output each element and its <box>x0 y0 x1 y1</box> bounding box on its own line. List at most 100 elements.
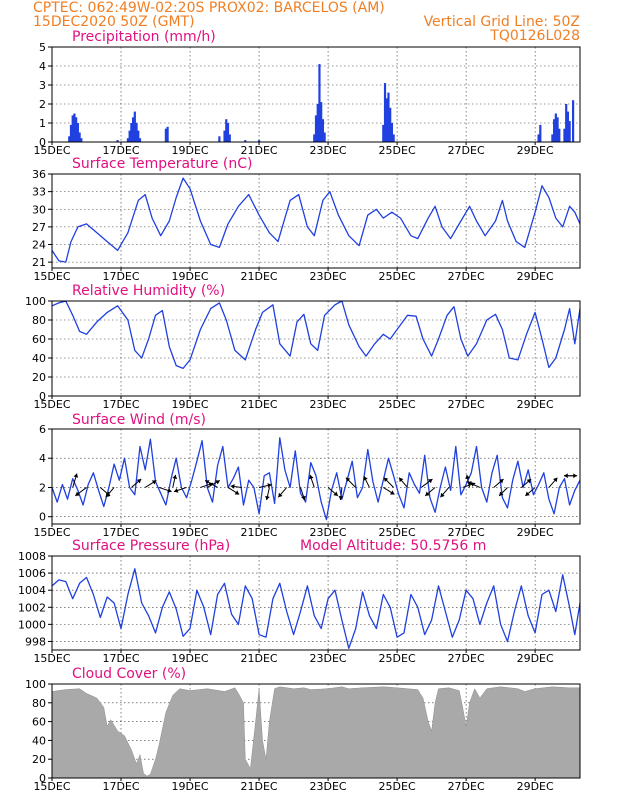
precipitation-title: Precipitation (mm/h) <box>72 29 216 45</box>
precip-bar <box>313 134 316 142</box>
x-tick-label: 19DEC <box>171 270 208 283</box>
precip-bar <box>382 124 385 142</box>
precip-bar <box>226 123 230 142</box>
x-tick-label: 27DEC <box>448 398 485 411</box>
wind-vector <box>363 476 370 488</box>
precip-bar <box>135 123 138 142</box>
wind-vector-head <box>383 477 389 483</box>
wind-vector-head <box>167 488 172 493</box>
wind-vector-head <box>267 483 272 488</box>
wind-vector-head <box>173 488 179 493</box>
precip-bar <box>137 130 140 142</box>
x-tick-label: 23DEC <box>310 144 347 157</box>
wind-vector-head <box>553 477 558 483</box>
precip-bar <box>80 138 83 142</box>
wind-vector <box>227 487 240 495</box>
temperature-title: Surface Temperature (nC) <box>72 156 253 172</box>
wind-vector-head <box>278 492 283 498</box>
precip-bar <box>392 134 395 142</box>
wind-vector <box>521 478 532 488</box>
y-tick-label: 1 <box>39 117 46 130</box>
pres-plot-frame <box>51 555 581 651</box>
y-tick-label: 0 <box>39 772 46 785</box>
y-tick-label: 6 <box>39 423 46 436</box>
wind-vector <box>383 477 395 488</box>
x-tick-label: 17DEC <box>102 398 139 411</box>
precip-bar <box>69 124 73 142</box>
x-tick-label: 21DEC <box>241 780 278 793</box>
precip-bar <box>76 123 79 142</box>
wind-vector-head <box>75 491 80 496</box>
wind-vector <box>230 484 242 489</box>
precip-bar <box>78 132 81 142</box>
x-tick-label: 15DEC <box>33 144 70 157</box>
precip-bar <box>563 128 566 142</box>
wind-vector <box>383 487 395 495</box>
x-tick-label: 23DEC <box>310 780 347 793</box>
x-tick-label: 29DEC <box>517 144 554 157</box>
y-tick-label: 100 <box>25 295 46 308</box>
x-tick-label: 25DEC <box>379 526 416 539</box>
wind-vector <box>398 477 408 488</box>
wind-title: Surface Wind (m/s) <box>72 412 206 428</box>
precip-bar <box>130 123 133 142</box>
x-tick-label: 19DEC <box>171 144 208 157</box>
precip-bar <box>539 124 542 142</box>
y-tick-label: 40 <box>32 352 46 365</box>
wind-vector-head <box>345 477 351 483</box>
precip-bar <box>257 140 261 142</box>
precip-bar <box>537 134 540 142</box>
humidity-title: Relative Humidity (%) <box>72 283 225 299</box>
temp-series-line <box>51 177 581 263</box>
wind-series-line <box>51 437 581 521</box>
wind-vector-head <box>234 490 240 495</box>
y-tick-label: 998 <box>25 635 46 648</box>
wind-vector <box>563 473 577 479</box>
wind-vector <box>467 481 481 488</box>
wind-vector <box>327 487 339 497</box>
x-tick-label: 27DEC <box>448 526 485 539</box>
y-tick-label: 20 <box>32 371 46 384</box>
wind-vector <box>308 474 315 488</box>
x-tick-label: 19DEC <box>171 780 208 793</box>
y-tick-label: 20 <box>32 753 46 766</box>
wind-vector <box>172 474 178 488</box>
y-tick-label: 4 <box>39 60 46 73</box>
y-tick-label: 2 <box>39 98 46 111</box>
header-grid-note: Vertical Grid Line: 50Z <box>424 14 580 30</box>
x-tick-label: 23DEC <box>310 652 347 665</box>
precip-bar <box>75 117 78 142</box>
x-tick-label: 21DEC <box>241 144 278 157</box>
x-tick-label: 21DEC <box>241 526 278 539</box>
wind-vector <box>144 480 157 488</box>
y-tick-label: 2 <box>39 481 46 494</box>
x-tick-label: 17DEC <box>102 652 139 665</box>
x-tick-label: 19DEC <box>171 652 208 665</box>
x-tick-label: 29DEC <box>517 780 554 793</box>
wind-vector-head <box>265 495 270 501</box>
precip-bar <box>389 107 392 142</box>
wind-vector-head <box>205 480 210 485</box>
wind-vector <box>173 486 187 493</box>
x-tick-label: 15DEC <box>33 652 70 665</box>
wind-vector <box>440 487 450 498</box>
wind-vector <box>420 478 433 488</box>
precip-bar <box>223 130 226 142</box>
x-tick-label: 19DEC <box>171 398 208 411</box>
x-tick-label: 17DEC <box>102 526 139 539</box>
wind-plot-frame <box>51 428 581 525</box>
x-tick-label: 27DEC <box>448 270 485 283</box>
pres-series-line <box>51 568 581 649</box>
x-tick-label: 29DEC <box>517 652 554 665</box>
cloud-cover-panel: Cloud Cover (%) 15DEC 17DEC 19DEC 21DEC 23DE… <box>25 666 581 793</box>
cloud-cover-area <box>51 686 581 779</box>
wind-vector-head <box>105 492 111 498</box>
x-tick-label: 25DEC <box>379 398 416 411</box>
wind-vector-head <box>465 474 470 480</box>
wind-vector-head <box>136 479 142 484</box>
temp-plot-frame <box>51 173 581 269</box>
x-tick-label: 25DEC <box>379 270 416 283</box>
x-tick-label: 15DEC <box>33 780 70 793</box>
y-tick-label: 1004 <box>18 584 46 597</box>
wind-vector-head <box>399 477 404 483</box>
